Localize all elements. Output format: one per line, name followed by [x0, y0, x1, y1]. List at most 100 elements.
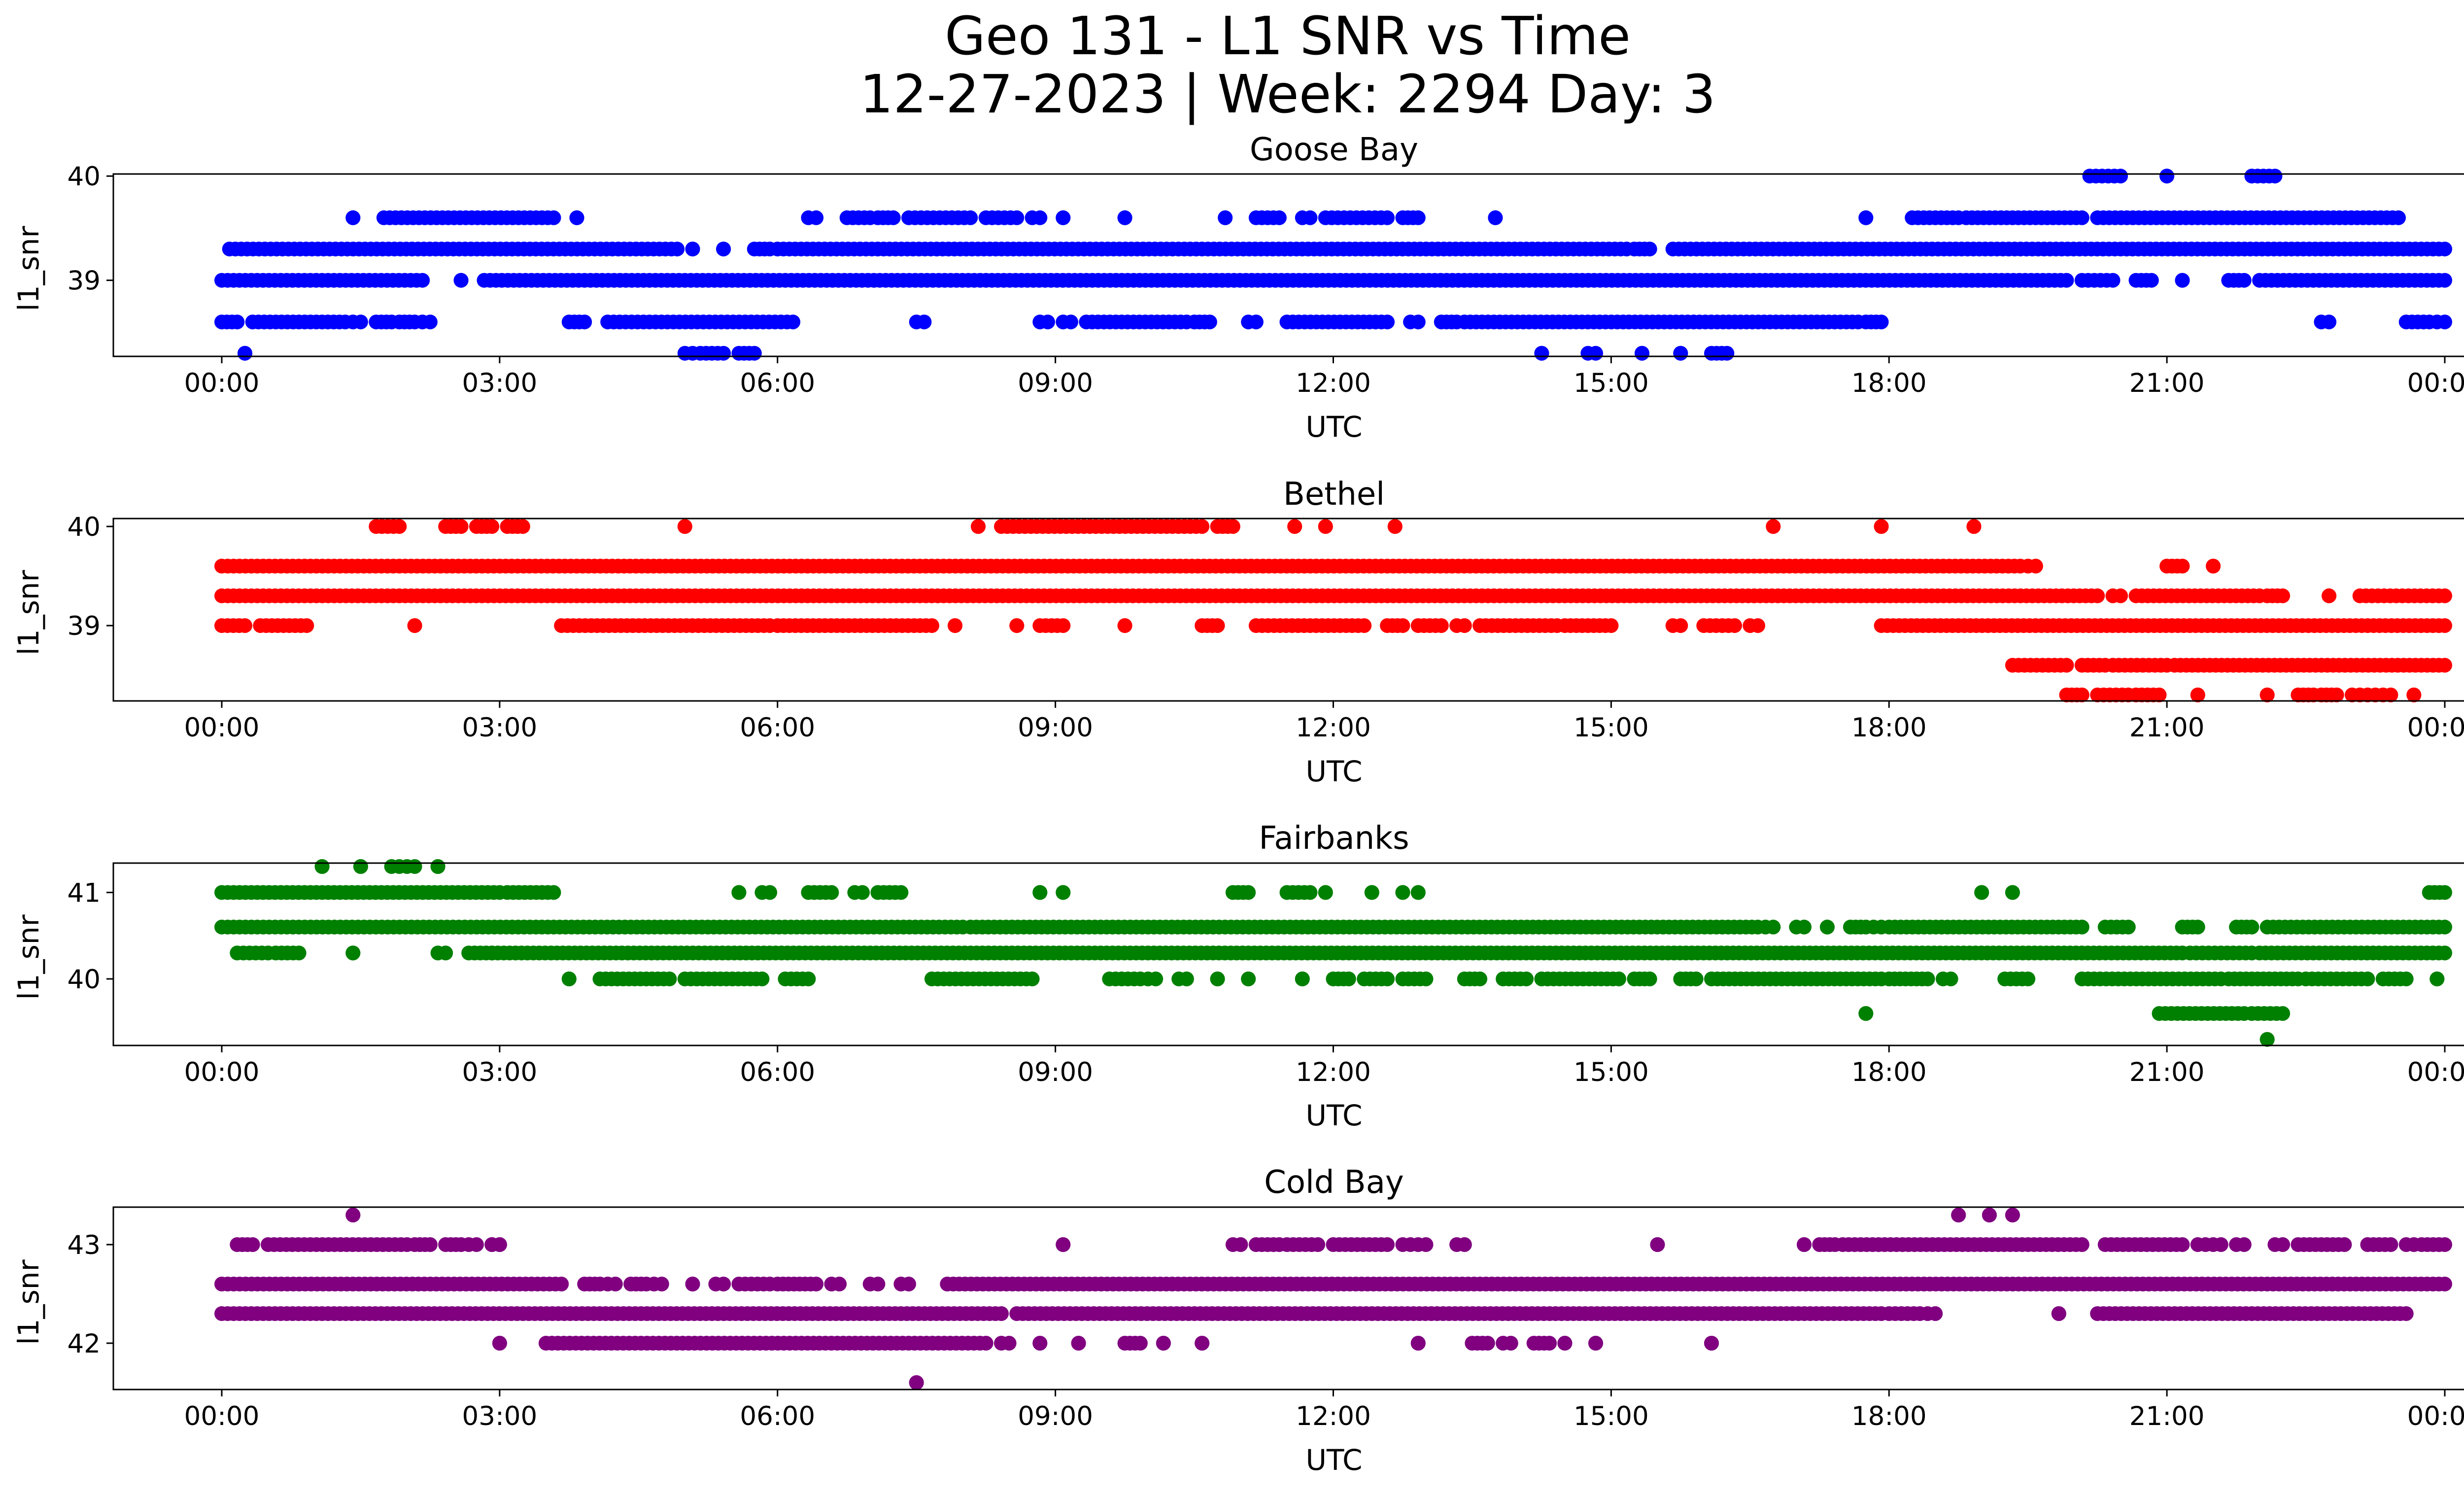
data-point — [747, 346, 762, 361]
data-point — [1974, 885, 1989, 900]
data-point — [2437, 1277, 2452, 1291]
data-point — [2267, 169, 2283, 184]
x-tick-label: 06:00 — [740, 1401, 815, 1431]
data-point — [1418, 1237, 1434, 1252]
x-tick-label: 03:00 — [462, 713, 538, 743]
data-point — [662, 972, 677, 986]
data-point — [1071, 1336, 1086, 1351]
data-point — [1210, 618, 1225, 633]
data-point — [1241, 885, 1256, 900]
y-axis-label: l1_snr — [12, 570, 45, 655]
data-point — [716, 346, 731, 361]
data-point — [469, 1237, 484, 1252]
data-point — [2206, 558, 2221, 574]
subplot-title: Goose Bay — [1250, 132, 1418, 168]
data-point — [422, 1237, 438, 1252]
data-point — [1009, 618, 1025, 633]
data-point — [2020, 972, 2036, 986]
data-point — [824, 885, 839, 900]
subplot-title: Cold Bay — [1264, 1164, 1404, 1201]
x-tick-label: 21:00 — [2129, 713, 2205, 743]
data-point — [1380, 314, 1395, 330]
data-point — [2437, 242, 2452, 257]
data-point — [1797, 1237, 1812, 1252]
data-point — [2213, 1237, 2228, 1252]
data-point — [909, 1375, 924, 1390]
data-point — [1410, 885, 1426, 900]
data-point — [1457, 1237, 1472, 1252]
data-point — [1295, 972, 1310, 986]
data-point — [917, 314, 932, 330]
data-point — [1302, 210, 1318, 225]
x-tick-label: 00:00 — [184, 1401, 260, 1431]
y-tick-label: 39 — [68, 611, 101, 641]
data-point — [353, 859, 368, 874]
x-tick-label: 00:00 — [184, 713, 260, 743]
data-point — [1673, 346, 1688, 361]
data-point — [1380, 210, 1395, 225]
data-point — [422, 314, 438, 330]
x-tick-label: 18:00 — [1851, 1057, 1927, 1087]
x-tick-label: 00:00 — [184, 1057, 260, 1087]
data-point — [2144, 273, 2159, 288]
x-axis-label: UTC — [1306, 1099, 1363, 1132]
data-point — [1132, 1336, 1148, 1351]
data-point — [870, 1277, 886, 1291]
data-point — [1195, 519, 1210, 534]
data-point — [1874, 519, 1889, 534]
data-point — [2028, 558, 2043, 574]
y-axis-label: l1_snr — [12, 226, 45, 311]
data-point — [2398, 1306, 2414, 1321]
data-point — [2121, 919, 2136, 935]
data-point — [2236, 273, 2252, 288]
data-point — [1966, 519, 1982, 534]
data-point — [1642, 972, 1657, 986]
data-point — [484, 519, 500, 534]
data-point — [1410, 314, 1426, 330]
data-point — [1032, 1336, 1048, 1351]
data-point — [1503, 1336, 1518, 1351]
data-point — [2275, 1237, 2291, 1252]
data-point — [786, 314, 801, 330]
data-point — [1001, 1336, 1017, 1351]
data-point — [2398, 972, 2414, 986]
data-point — [1210, 972, 1225, 986]
data-point — [2329, 687, 2344, 702]
data-point — [1588, 346, 1603, 361]
data-point — [2437, 919, 2452, 935]
data-point — [1719, 346, 1735, 361]
data-point — [1395, 618, 1410, 633]
data-point — [1056, 210, 1071, 225]
x-tick-label: 09:00 — [1018, 1057, 1093, 1087]
x-tick-label: 03:00 — [462, 1057, 538, 1087]
x-tick-label: 09:00 — [1018, 713, 1093, 743]
axes-frame-bethel — [112, 518, 2464, 702]
data-point — [353, 314, 368, 330]
data-point — [407, 618, 422, 633]
data-point — [1063, 314, 1078, 330]
data-point — [677, 519, 692, 534]
data-point — [2244, 919, 2259, 935]
data-point — [1457, 618, 1472, 633]
data-point — [1310, 1237, 1326, 1252]
data-point — [561, 972, 577, 986]
data-point — [2005, 1208, 2020, 1222]
data-point — [1179, 972, 1194, 986]
data-point — [345, 1208, 361, 1222]
x-tick-label: 00:00 — [2407, 368, 2464, 398]
data-point — [1341, 972, 1356, 986]
data-point — [515, 519, 530, 534]
data-point — [1797, 919, 1812, 935]
data-point — [2175, 1237, 2190, 1252]
y-tick-label: 41 — [68, 878, 101, 908]
data-point — [345, 210, 361, 225]
data-point — [1611, 972, 1626, 986]
data-point — [1218, 210, 1233, 225]
subplot-title: Bethel — [1283, 476, 1385, 513]
x-tick-label: 15:00 — [1574, 1401, 1649, 1431]
data-point — [2190, 919, 2205, 935]
y-axis-label: l1_snr — [12, 914, 45, 1000]
data-point — [754, 972, 770, 986]
data-point — [948, 618, 962, 633]
